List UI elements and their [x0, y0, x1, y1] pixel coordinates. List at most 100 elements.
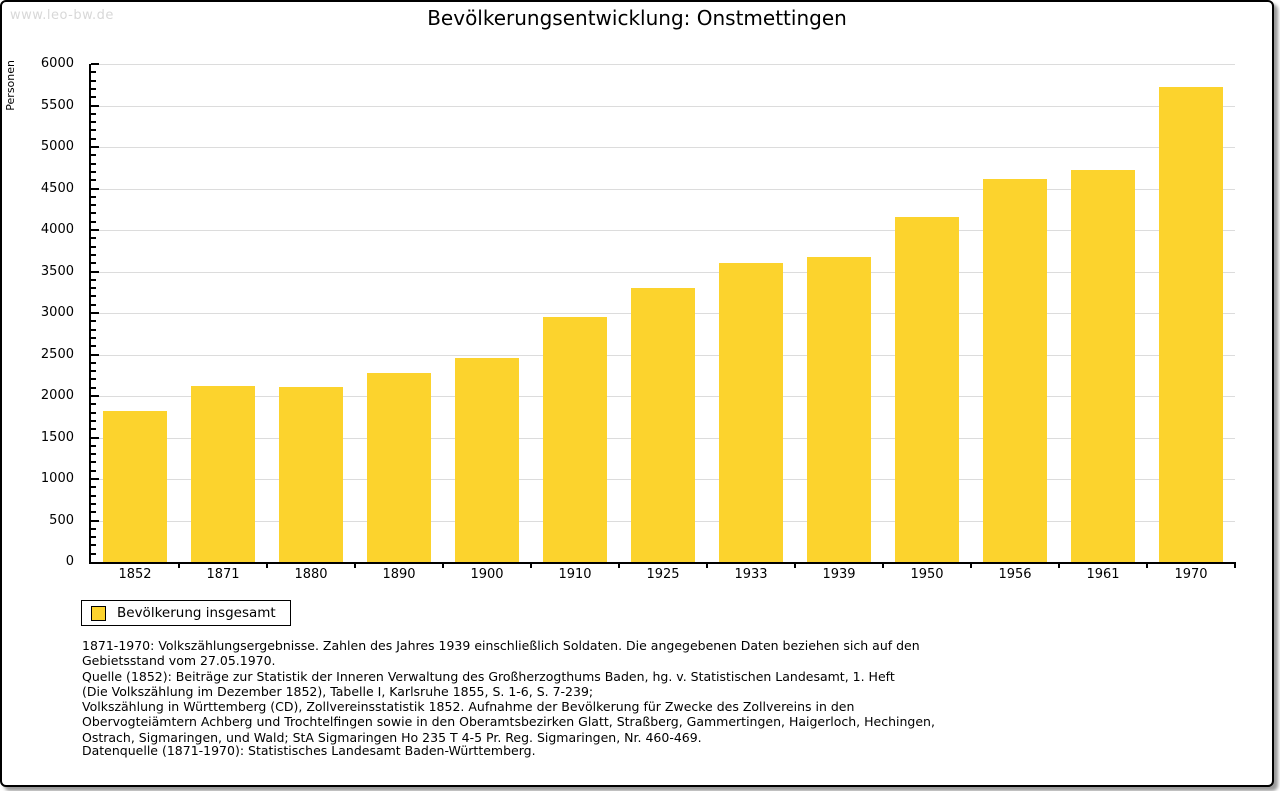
y-major-tick-1500: [91, 436, 99, 439]
y-major-tick-4500: [91, 187, 99, 190]
bar-1900: [455, 358, 519, 562]
x-tick-label-1890: 1890: [382, 567, 416, 582]
y-major-tick-1000: [91, 478, 99, 480]
y-minor-tick-5100: [91, 137, 96, 140]
y-minor-tick-5700: [91, 87, 96, 90]
y-minor-tick-4100: [91, 220, 96, 223]
x-boundary-tick-7: [706, 562, 708, 568]
footnote-line-7: Ostrach, Sigmaringen, und Wald; StA Sigm…: [82, 729, 702, 745]
y-minor-tick-1300: [91, 453, 96, 456]
y-minor-tick-5800: [91, 79, 96, 82]
x-boundary-tick-11: [1058, 562, 1060, 568]
x-boundary-tick-6: [618, 562, 620, 568]
x-tick-label-1871: 1871: [206, 567, 240, 582]
x-tick-label-1852: 1852: [118, 567, 152, 582]
y-minor-tick-200: [91, 544, 96, 547]
y-minor-tick-3800: [91, 245, 96, 248]
bar-1871: [191, 386, 255, 562]
gridline-6000: [91, 64, 1235, 65]
y-minor-tick-1200: [91, 461, 96, 464]
gridline-4500: [91, 188, 1235, 190]
y-minor-tick-1400: [91, 444, 96, 447]
bar-1910: [543, 317, 607, 562]
bar-slot-1880: [267, 64, 355, 562]
bar-slot-1890: [355, 64, 443, 562]
bar-slot-1933: [707, 64, 795, 562]
chart-title: Bevölkerungsentwicklung: Onstmettingen: [427, 6, 847, 30]
y-minor-tick-4700: [91, 170, 96, 173]
bar-1950: [895, 217, 959, 562]
legend-swatch-icon: [91, 605, 106, 621]
y-minor-tick-4300: [91, 204, 96, 207]
y-minor-tick-4800: [91, 162, 96, 165]
y-minor-tick-2700: [91, 336, 96, 339]
y-tick-label-5000: 5000: [40, 139, 74, 154]
y-major-tick-3500: [91, 270, 99, 273]
x-tick-label-1925: 1925: [646, 567, 680, 582]
y-major-tick-5500: [91, 104, 99, 107]
watermark: www.leo-bw.de: [10, 8, 114, 23]
bars-container: [91, 64, 1235, 562]
y-minor-tick-3200: [91, 295, 96, 298]
footnote-line-5: Volkszählung in Württemberg (CD), Zollve…: [82, 699, 855, 715]
x-tick-label-1880: 1880: [294, 567, 328, 582]
gridline-5500: [91, 105, 1235, 107]
y-minor-tick-3100: [91, 303, 96, 306]
footnote-line-4: (Die Volkszählung im Dezember 1852), Tab…: [82, 683, 594, 699]
datasource-line: Datenquelle (1871-1970): Statistisches L…: [82, 743, 536, 758]
bar-1956: [983, 179, 1047, 562]
y-minor-tick-3700: [91, 253, 96, 256]
bar-slot-1970: [1147, 64, 1235, 562]
x-boundary-tick-8: [794, 562, 796, 568]
y-minor-tick-5900: [91, 71, 96, 74]
y-minor-tick-3300: [91, 287, 96, 290]
x-boundary-tick-9: [882, 562, 884, 568]
bar-slot-1956: [971, 64, 1059, 562]
y-tick-label-3000: 3000: [40, 305, 74, 320]
y-minor-tick-700: [91, 502, 96, 505]
y-major-tick-2500: [91, 353, 99, 356]
x-boundary-tick-5: [530, 562, 532, 568]
gridline-4000: [91, 230, 1235, 231]
y-minor-tick-2200: [91, 378, 96, 381]
y-minor-tick-3600: [91, 262, 96, 265]
y-minor-tick-2600: [91, 345, 96, 348]
bar-slot-1939: [795, 64, 883, 562]
x-boundary-tick-3: [354, 562, 356, 568]
y-minor-tick-2300: [91, 370, 96, 373]
bar-slot-1925: [619, 64, 707, 562]
y-tick-label-2000: 2000: [40, 388, 74, 403]
y-minor-tick-1100: [91, 469, 96, 472]
x-boundary-tick-4: [442, 562, 444, 568]
y-minor-tick-3400: [91, 278, 96, 281]
x-boundary-tick-10: [970, 562, 972, 568]
bar-slot-1852: [91, 64, 179, 562]
y-major-tick-4000: [91, 229, 99, 231]
x-boundary-tick-12: [1146, 562, 1148, 568]
y-minor-tick-5400: [91, 112, 96, 115]
bar-1890: [367, 373, 431, 562]
x-tick-label-1950: 1950: [910, 567, 944, 582]
y-major-tick-5000: [91, 146, 99, 148]
x-boundary-tick-2: [266, 562, 268, 568]
x-tick-label-1961: 1961: [1086, 567, 1120, 582]
y-tick-label-500: 500: [49, 512, 74, 528]
y-minor-tick-100: [91, 552, 96, 555]
y-major-tick-500: [91, 519, 99, 522]
y-minor-tick-400: [91, 527, 96, 530]
bar-1961: [1071, 170, 1135, 562]
y-tick-label-4500: 4500: [40, 180, 74, 196]
x-tick-label-1956: 1956: [998, 567, 1032, 582]
y-major-tick-6000: [91, 63, 99, 65]
y-tick-label-0: 0: [65, 554, 74, 569]
y-minor-tick-5200: [91, 129, 96, 132]
y-minor-tick-1700: [91, 419, 96, 422]
y-minor-tick-4400: [91, 195, 96, 198]
y-minor-tick-800: [91, 494, 96, 497]
x-tick-label-1910: 1910: [558, 567, 592, 582]
bar-1939: [807, 257, 871, 562]
y-minor-tick-5600: [91, 96, 96, 99]
y-tick-label-6000: 6000: [40, 56, 74, 71]
y-minor-tick-300: [91, 536, 96, 539]
